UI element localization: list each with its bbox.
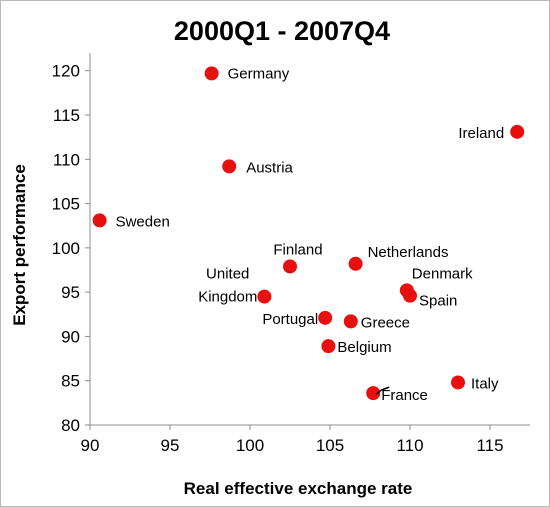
x-tick-label: 100 <box>236 436 264 455</box>
label-france: France <box>381 387 428 404</box>
data-labels: Germany Ireland Austria Sweden Finland Nether… <box>116 65 505 404</box>
y-tick-label: 95 <box>61 283 80 302</box>
label-italy: Italy <box>471 375 499 392</box>
label-ireland: Ireland <box>458 125 504 142</box>
point-greece <box>343 314 358 329</box>
point-sweden <box>92 213 107 228</box>
x-tick-label: 95 <box>161 436 180 455</box>
point-germany <box>204 66 219 81</box>
point-finland <box>283 259 297 274</box>
y-tick-label: 120 <box>52 62 80 81</box>
point-spain <box>403 288 417 303</box>
y-tick-label: 80 <box>61 416 80 435</box>
point-italy <box>451 375 465 390</box>
label-portugal: Portugal <box>262 311 318 328</box>
point-portugal <box>318 310 333 325</box>
x-tick-label: 115 <box>476 436 503 455</box>
y-tick-label: 90 <box>61 327 80 346</box>
chart-title: 2000Q1 - 2007Q4 <box>174 16 390 46</box>
point-ireland <box>510 124 525 139</box>
label-denmark: Denmark <box>412 265 473 282</box>
axes <box>85 53 530 430</box>
y-tick-label: 100 <box>52 239 80 258</box>
point-france <box>366 386 381 401</box>
x-tick-label: 105 <box>316 436 344 455</box>
point-netherlands <box>348 256 363 271</box>
y-tick-label: 105 <box>52 195 80 214</box>
label-united-kingdom: United Kingdom <box>198 266 257 306</box>
y-tick-label: 110 <box>53 150 80 169</box>
label-austria: Austria <box>246 159 293 176</box>
x-tick-label: 110 <box>396 436 423 455</box>
label-greece: Greece <box>361 314 410 331</box>
point-austria <box>222 159 237 174</box>
label-germany: Germany <box>228 65 290 82</box>
label-finland: Finland <box>273 241 322 258</box>
y-axis-label: Export performance <box>10 164 29 326</box>
tick-labels: 90 95 100 105 110 115 80 85 90 95 100 105 110 115 120 <box>52 62 504 455</box>
point-united-kingdom <box>257 289 272 304</box>
label-connector-france <box>375 386 390 395</box>
x-tick-label: 90 <box>81 436 100 455</box>
x-axis-label: Real effective exchange rate <box>184 479 413 498</box>
y-tick-label: 115 <box>53 106 80 125</box>
data-points <box>92 66 525 401</box>
label-spain: Spain <box>419 293 457 310</box>
label-sweden: Sweden <box>116 213 170 230</box>
label-netherlands: Netherlands <box>368 244 449 261</box>
point-belgium <box>321 339 336 354</box>
y-tick-label: 85 <box>61 372 80 391</box>
label-belgium: Belgium <box>337 339 391 356</box>
